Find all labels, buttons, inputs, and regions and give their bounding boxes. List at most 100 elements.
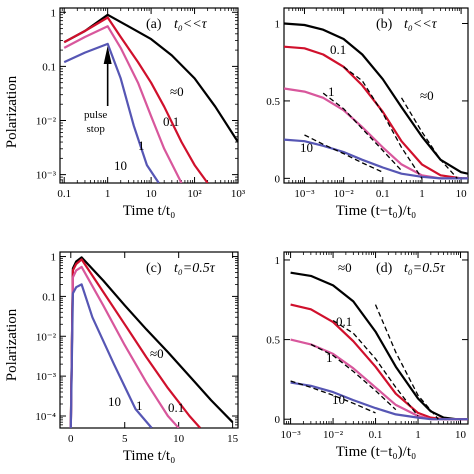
x-axis-label: Time (t−t₀)/t₀ — [336, 203, 416, 219]
x-axis-label: Time (t−t₀)/t₀ — [336, 444, 416, 460]
series-line-3 — [284, 138, 468, 180]
x-tick-label: 10⁻³ — [281, 429, 302, 441]
y-tick-label: 0.5 — [266, 335, 280, 347]
series-line-2 — [69, 265, 180, 428]
fit-dashed-line-3 — [290, 380, 376, 414]
plot-frame — [283, 251, 469, 425]
x-tick-label: 10 — [456, 188, 468, 200]
fit-dashed-line-3 — [304, 134, 384, 173]
x-tick-label: 10⁻² — [323, 429, 344, 441]
series-annotation: ≈0 — [170, 84, 184, 99]
x-tick-label: 0 — [68, 433, 74, 445]
series-annotation: 1 — [328, 84, 335, 99]
x-axis-label: Time t/t₀ — [123, 448, 176, 464]
x-tick-label: 15 — [227, 433, 239, 445]
fit-dashed-line-0 — [374, 304, 439, 420]
y-tick-label: 1 — [275, 255, 281, 267]
panel-label: (d) — [376, 261, 393, 276]
y-tick-label: 0.1 — [42, 291, 56, 303]
x-tick-label: 0.1 — [57, 188, 71, 200]
series-group — [290, 271, 468, 421]
series-annotation: 0.1 — [168, 400, 184, 415]
series-line-3 — [63, 42, 160, 183]
pulse-stop-arrowhead — [103, 46, 112, 64]
series-annotation: ≈0 — [338, 260, 352, 275]
series-line-1 — [63, 16, 209, 183]
y-tick-label: 10⁻² — [36, 116, 57, 128]
y-tick-label: 0 — [275, 173, 281, 185]
series-annotation: 10 — [114, 158, 127, 173]
series-annotation: ≈0 — [150, 346, 164, 361]
y-tick-label: 10⁻³ — [36, 371, 57, 383]
series-group — [284, 22, 468, 180]
x-tick-label: 1 — [419, 188, 425, 200]
series-group — [63, 13, 238, 183]
y-tick-label: 0.1 — [42, 61, 56, 73]
series-line-1 — [290, 303, 468, 421]
plot-frame — [59, 7, 239, 184]
pulse-stop-label: stop — [86, 123, 105, 135]
series-annotation: 10 — [332, 392, 345, 407]
pulse-stop-label: pulse — [84, 109, 107, 121]
ylabel-top: Polarization — [4, 75, 20, 148]
panel-label: (b) — [376, 17, 393, 32]
y-tick-label: 0.5 — [266, 96, 280, 108]
panel-label: (a) — [146, 17, 162, 32]
panel-label: (c) — [146, 261, 162, 276]
x-tick-label: 1 — [105, 188, 111, 200]
x-tick-label: 10 — [146, 188, 158, 200]
plot-frame — [283, 7, 469, 184]
series-line-0 — [69, 256, 234, 428]
y-tick-label: 0 — [275, 414, 281, 426]
series-annotation: ≈0 — [420, 88, 434, 103]
series-annotation: 10 — [300, 140, 313, 155]
panel-a: 0.1 1 10 10² 10³ 1 0.1 10⁻² 10⁻³ Time t/t₀ (a) t₀<<… — [36, 7, 246, 219]
series-line-1 — [69, 258, 202, 428]
series-group — [69, 256, 234, 428]
x-tick-label: 10⁻³ — [294, 188, 315, 200]
series-annotation: 1 — [136, 398, 143, 413]
series-annotation: 0.1 — [330, 42, 346, 57]
y-tick-label: 10⁻² — [36, 331, 57, 343]
fit-dashed-line-1 — [343, 66, 423, 179]
panel-condition: t₀=0.5τ — [174, 261, 216, 276]
series-line-2 — [290, 338, 468, 421]
series-annotation: 1 — [138, 138, 145, 153]
panel-condition: t₀<<τ — [174, 17, 208, 32]
y-tick-label: 10⁻⁴ — [35, 411, 56, 423]
x-tick-label: 0.1 — [369, 429, 383, 441]
fit-dashed-line-2 — [310, 343, 397, 411]
ylabel-bottom: Polarization — [4, 308, 20, 381]
series-annotation: 1 — [326, 350, 333, 365]
x-tick-label: 5 — [122, 433, 128, 445]
y-tick-label: 1 — [51, 7, 57, 19]
series-line-1 — [284, 45, 468, 180]
panel-c: 0 5 10 15 1 0.1 10⁻² 10⁻³ 10⁻⁴ Time t/t₀ (c) t₀=0.5… — [35, 251, 239, 464]
x-tick-label: 10² — [187, 188, 202, 200]
y-tick-label: 1 — [51, 252, 57, 264]
series-line-0 — [284, 22, 468, 175]
series-line-3 — [69, 283, 153, 428]
y-tick-label: 10⁻³ — [36, 170, 57, 182]
x-axis-label: Time t/t₀ — [123, 203, 176, 219]
fit-dashed-line-0 — [400, 97, 458, 179]
x-tick-label: 10³ — [231, 188, 246, 200]
series-annotation: 10 — [108, 394, 121, 409]
panel-b: 10⁻³ 10⁻² 0.1 1 10 1 0.5 0 Time (t−t₀)/t₀ (b) t₀<<… — [266, 7, 469, 219]
panel-d: 10⁻³ 10⁻² 0.1 1 10 1 0.5 0 Time (t−t₀)/t₀ (d) t₀=0… — [266, 251, 469, 460]
fit-dashed-line-1 — [332, 319, 419, 417]
panel-condition: t₀<<τ — [404, 17, 438, 32]
y-tick-label: 1 — [275, 18, 281, 30]
x-tick-label: 10⁻² — [334, 188, 355, 200]
x-tick-label: 10 — [173, 433, 185, 445]
x-tick-label: 1 — [415, 429, 421, 441]
x-tick-label: 0.1 — [376, 188, 390, 200]
series-annotation: 0.1 — [163, 114, 179, 129]
series-line-2 — [63, 25, 183, 183]
fit-dashed-line-2 — [322, 92, 402, 172]
series-annotation: 0.1 — [336, 314, 352, 329]
x-tick-label: 10 — [455, 429, 467, 441]
series-line-3 — [290, 381, 468, 421]
panel-condition: t₀=0.5τ — [404, 261, 446, 276]
